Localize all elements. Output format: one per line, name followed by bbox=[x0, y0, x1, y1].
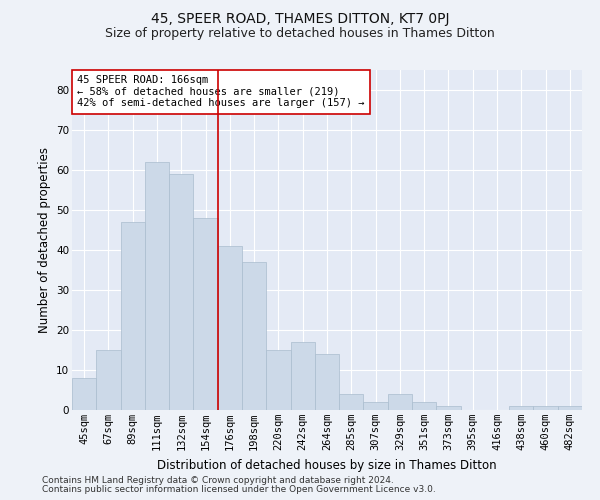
Text: Contains HM Land Registry data © Crown copyright and database right 2024.: Contains HM Land Registry data © Crown c… bbox=[42, 476, 394, 485]
Bar bbox=[412, 402, 436, 410]
Bar bbox=[145, 162, 169, 410]
Text: 45, SPEER ROAD, THAMES DITTON, KT7 0PJ: 45, SPEER ROAD, THAMES DITTON, KT7 0PJ bbox=[151, 12, 449, 26]
Bar bbox=[96, 350, 121, 410]
Bar bbox=[242, 262, 266, 410]
Bar bbox=[193, 218, 218, 410]
Text: Size of property relative to detached houses in Thames Ditton: Size of property relative to detached ho… bbox=[105, 28, 495, 40]
Bar bbox=[169, 174, 193, 410]
Bar bbox=[339, 394, 364, 410]
Bar bbox=[364, 402, 388, 410]
Bar bbox=[509, 406, 533, 410]
Bar bbox=[558, 406, 582, 410]
Bar bbox=[266, 350, 290, 410]
Bar bbox=[290, 342, 315, 410]
Bar bbox=[121, 222, 145, 410]
Bar bbox=[436, 406, 461, 410]
Bar bbox=[218, 246, 242, 410]
Bar bbox=[533, 406, 558, 410]
Text: 45 SPEER ROAD: 166sqm
← 58% of detached houses are smaller (219)
42% of semi-det: 45 SPEER ROAD: 166sqm ← 58% of detached … bbox=[77, 75, 365, 108]
X-axis label: Distribution of detached houses by size in Thames Ditton: Distribution of detached houses by size … bbox=[157, 458, 497, 471]
Bar bbox=[72, 378, 96, 410]
Bar bbox=[315, 354, 339, 410]
Bar bbox=[388, 394, 412, 410]
Text: Contains public sector information licensed under the Open Government Licence v3: Contains public sector information licen… bbox=[42, 485, 436, 494]
Y-axis label: Number of detached properties: Number of detached properties bbox=[38, 147, 50, 333]
